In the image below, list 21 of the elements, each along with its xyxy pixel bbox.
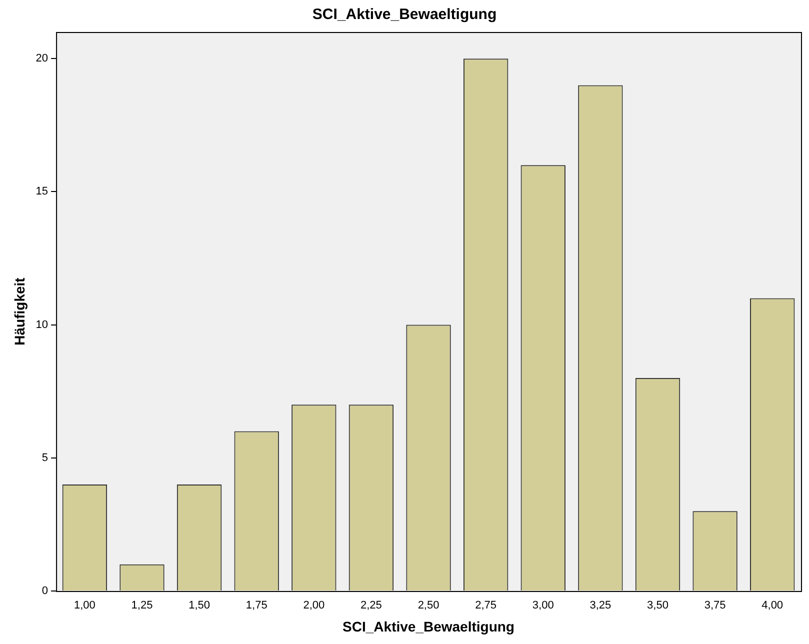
y-tick-label: 15 — [36, 186, 48, 198]
chart-title: SCI_Aktive_Bewaeltigung — [312, 6, 497, 24]
x-tick-label: 3,75 — [704, 600, 726, 612]
x-tick-label: 4,00 — [762, 600, 784, 612]
x-tick-label: 3,50 — [647, 600, 668, 612]
x-tick-label: 3,00 — [532, 600, 554, 612]
y-tick-label: 10 — [36, 318, 48, 331]
x-tick-label: 2,75 — [475, 600, 497, 612]
y-tick-label: 0 — [42, 585, 48, 598]
y-tick-label: 20 — [36, 52, 48, 65]
x-tick-label: 1,25 — [131, 600, 153, 612]
x-tick-label: 1,50 — [188, 600, 210, 612]
x-axis-title: SCI_Aktive_Bewaeltigung — [342, 618, 514, 634]
x-tick-label: 2,50 — [418, 600, 440, 612]
x-tick-label: 1,00 — [74, 600, 96, 612]
y-axis-title: Häufigkeit — [11, 277, 28, 346]
x-tick-label: 2,00 — [303, 600, 325, 612]
x-tick-label: 2,25 — [360, 600, 382, 612]
y-tick-label: 5 — [42, 452, 48, 464]
x-tick-label: 1,75 — [246, 600, 268, 612]
x-tick-label: 3,25 — [590, 600, 612, 612]
